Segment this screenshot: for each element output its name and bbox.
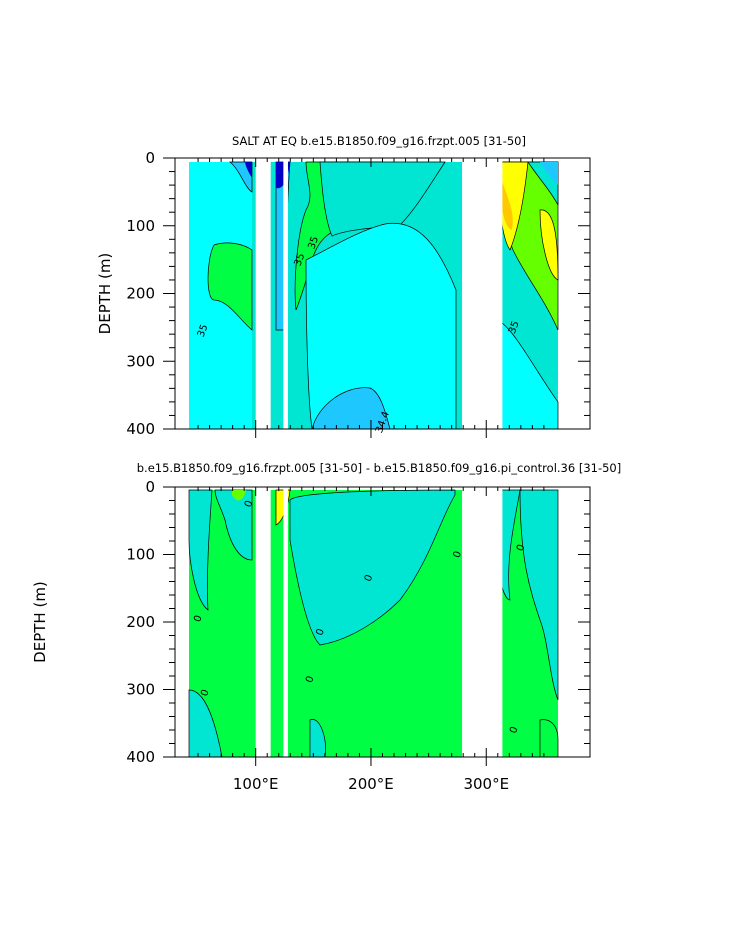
y-tick-label: 0 [145,149,155,167]
bottom-panel-x-tick-labels: 100°E 200°E 300°E [233,775,509,793]
top-panel-title: SALT AT EQ b.e15.B1850.f09_g16.frzpt.005… [232,134,526,148]
y-tick-label: 100 [126,546,155,564]
y-tick-label: 300 [126,681,155,699]
land-gap [283,159,288,429]
contour-label: 0 [199,688,212,698]
top-panel-y-axis-label: DEPTH (m) [96,253,114,335]
top-panel-land-gaps [255,159,589,429]
field-east-surface-deep [540,162,558,185]
y-tick-label: 300 [126,352,155,370]
y-tick-label: 400 [126,748,155,766]
contour-label: 0 [243,499,256,509]
field-east-peak [500,175,513,230]
field-east-fresh-east [519,489,559,701]
bottom-panel-ticks [163,486,590,766]
x-tick-label: 300°E [463,775,509,793]
contour-label: 0 [508,725,521,735]
bottom-panel-contour-labels: 0 0 0 0 0 0 0 0 0 [192,499,527,735]
land-gap [255,159,271,429]
field-west-fresh-right [214,489,253,561]
field-central-fresh [289,489,456,646]
contour-label: 35 [507,320,522,336]
top-panel-field [189,161,559,430]
y-tick-label: 200 [126,285,155,303]
contour-label: 0 [452,550,465,560]
field-central-deep-fresh [305,222,457,430]
contour-label: 35 [196,323,211,339]
top-panel-y-tick-labels: 0 100 200 300 400 [126,149,155,438]
x-tick-label: 100°E [233,775,279,793]
field-west-salty-spot [232,490,246,501]
bottom-panel-field [188,489,559,758]
bottom-panel-land-gaps [255,488,589,757]
bottom-panel-y-axis-label: DEPTH (m) [31,581,49,663]
contour-label: 35 [293,252,308,268]
field-east-second-top [539,209,559,281]
contour-label: 0 [515,543,528,553]
field-deep-fresh-lens [311,387,391,430]
contour-label: 0 [363,573,376,583]
land-gap [462,488,503,757]
y-tick-label: 400 [126,420,155,438]
y-tick-label: 0 [145,478,155,496]
field-west-salty-lens [207,242,253,331]
land-gap [462,159,503,429]
contour-label: 0 [314,627,327,637]
contour-label: 0 [304,675,317,685]
x-tick-label: 200°E [348,775,394,793]
field-west-surface-deep [245,162,252,178]
field-central-mid [319,161,446,237]
contour-label: 35 [306,235,321,251]
land-gap [255,488,271,757]
field-west-fresh-top [188,489,213,611]
top-panel: SALT AT EQ b.e15.B1850.f09_g16.frzpt.005… [96,134,591,438]
field-west-surface-fresh [229,161,253,193]
top-panel-ticks [163,157,590,438]
bottom-panel-title: b.e15.B1850.f09_g16.frzpt.005 [31-50] - … [137,461,621,475]
bottom-panel-y-tick-labels: 0 100 200 300 400 [126,478,155,766]
bottom-panel: b.e15.B1850.f09_g16.frzpt.005 [31-50] - … [31,461,621,793]
y-tick-label: 100 [126,217,155,235]
field-east-salty-deep [539,719,559,758]
contour-label: 0 [192,614,205,624]
field-east-deep-fresh [497,319,559,430]
y-tick-label: 200 [126,613,155,631]
land-gap [283,488,288,757]
